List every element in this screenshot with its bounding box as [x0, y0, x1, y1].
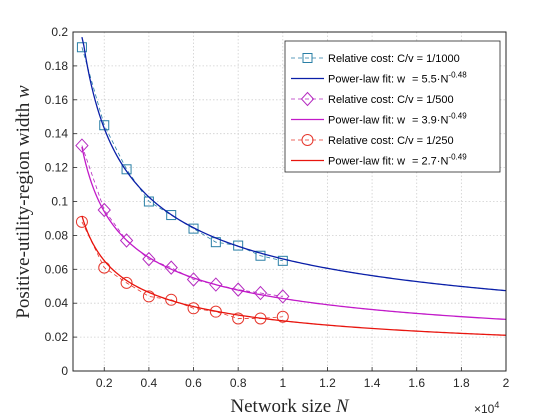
data-point-marker [233, 240, 244, 251]
legend-entry: Relative cost: C/v = 1/500 [291, 91, 454, 107]
legend-label: Power-law fit: w = 3.9·N-0.49 [328, 112, 467, 127]
legend-label-exponent: -0.49 [448, 153, 467, 162]
legend-marker [301, 134, 314, 146]
legend: Relative cost: C/v = 1/1000 Power-law fit… [284, 40, 501, 173]
y-tick-label: 0.02 [45, 330, 69, 344]
legend-label: Relative cost: C/v = 1/250 [328, 135, 454, 147]
x-axis-label-variable: N [335, 396, 350, 417]
legend-label-name: Power-law fit: w [328, 156, 405, 168]
data-point-marker [186, 272, 201, 287]
data-point-marker [188, 223, 199, 234]
data-point-marker [121, 164, 132, 175]
legend-marker [300, 91, 315, 107]
x-tick-label: 0.6 [185, 376, 202, 390]
data-point-marker [277, 255, 288, 266]
x-axis-exponent: ×104 [474, 400, 499, 416]
legend-entry: Power-law fit: w = 2.7·N-0.49 [291, 153, 467, 168]
data-point-marker [166, 210, 177, 221]
x-tick-label: 1.8 [453, 376, 470, 390]
legend-entry: Relative cost: C/v = 1/250 [291, 134, 454, 147]
data-point-marker [119, 233, 134, 248]
x-tick-label: 0.8 [230, 376, 247, 390]
axis-ticks: 0.2 0.4 0.6 0.8 1 1.2 1.4 1.6 1.8 2 0 0.02 0.04 0.06 0… [45, 25, 510, 390]
data-point-marker [75, 138, 89, 153]
legend-label: Power-law fit: w = 2.7·N-0.49 [328, 153, 467, 168]
fit-line [81, 146, 507, 321]
y-tick-label: 0.18 [45, 59, 69, 73]
x-tick-label: 1.6 [408, 376, 425, 390]
legend-label-name: Power-law fit: w [328, 74, 405, 86]
data-point-marker [255, 250, 266, 261]
y-tick-label: 0.08 [45, 228, 69, 242]
legend-label-exponent: -0.48 [448, 71, 467, 80]
x-tick-label: 1 [279, 376, 286, 390]
fit-line [81, 215, 507, 336]
x-axis-exponent-power: 4 [494, 400, 499, 410]
x-tick-label: 0.4 [141, 376, 158, 390]
data-point-marker [276, 289, 290, 304]
legend-label: Relative cost: C/v = 1/1000 [328, 53, 460, 65]
data-point-marker [165, 293, 178, 306]
y-tick-label: 0 [61, 364, 68, 378]
legend-label-exponent: -0.49 [448, 112, 467, 121]
y-tick-label: 0.16 [45, 93, 69, 107]
x-tick-label: 1.2 [319, 376, 336, 390]
legend-label-name: Power-law fit: w [328, 115, 405, 127]
legend-label: Power-law fit: w = 5.5·N-0.48 [328, 71, 467, 86]
legend-label-formula: = 5.5·N [412, 74, 448, 86]
y-tick-label: 0.14 [45, 127, 69, 141]
x-axis-label-text: Network size [230, 396, 331, 417]
y-tick-label: 0.12 [45, 161, 69, 175]
x-tick-label: 2 [503, 376, 510, 390]
y-axis-title: Positive-utility-region width w [13, 85, 34, 319]
legend-label-formula: = 2.7·N [412, 156, 448, 168]
series-layer [75, 36, 507, 336]
x-axis-title: Network size N [230, 396, 350, 417]
y-axis-label-variable: w [13, 85, 34, 98]
fit-line [81, 36, 507, 292]
data-point-marker [97, 202, 111, 218]
data-point-marker [164, 260, 178, 275]
data-point-marker [142, 290, 155, 303]
legend-marker [302, 53, 313, 63]
y-axis-label-text: Positive-utility-region width [13, 102, 34, 318]
data-point-marker [76, 42, 87, 53]
legend-entry: Power-law fit: w = 5.5·N-0.48 [291, 71, 467, 86]
legend-box [284, 40, 501, 173]
legend-entry: Power-law fit: w = 3.9·N-0.49 [291, 112, 467, 127]
x-tick-label: 0.2 [96, 376, 113, 390]
x-tick-label: 1.4 [364, 376, 381, 390]
data-point-marker [232, 312, 245, 325]
y-tick-label: 0.2 [51, 25, 68, 39]
x-axis-exponent-base: ×10 [474, 402, 495, 416]
legend-entry: Relative cost: C/v = 1/1000 [291, 53, 460, 65]
data-point-marker [276, 310, 289, 323]
data-point-marker [231, 282, 245, 297]
data-dashed-line [81, 47, 283, 262]
legend-label-formula: = 3.9·N [412, 115, 448, 127]
data-point-marker [209, 277, 223, 292]
legend-label: Relative cost: C/v = 1/500 [328, 94, 454, 106]
y-tick-label: 0.1 [51, 195, 68, 209]
data-dashed-line [81, 221, 283, 319]
data-point-marker [142, 251, 156, 267]
data-point-marker [120, 276, 133, 289]
y-tick-label: 0.06 [45, 262, 69, 276]
y-tick-label: 0.04 [45, 296, 69, 310]
data-point-marker [253, 285, 268, 301]
